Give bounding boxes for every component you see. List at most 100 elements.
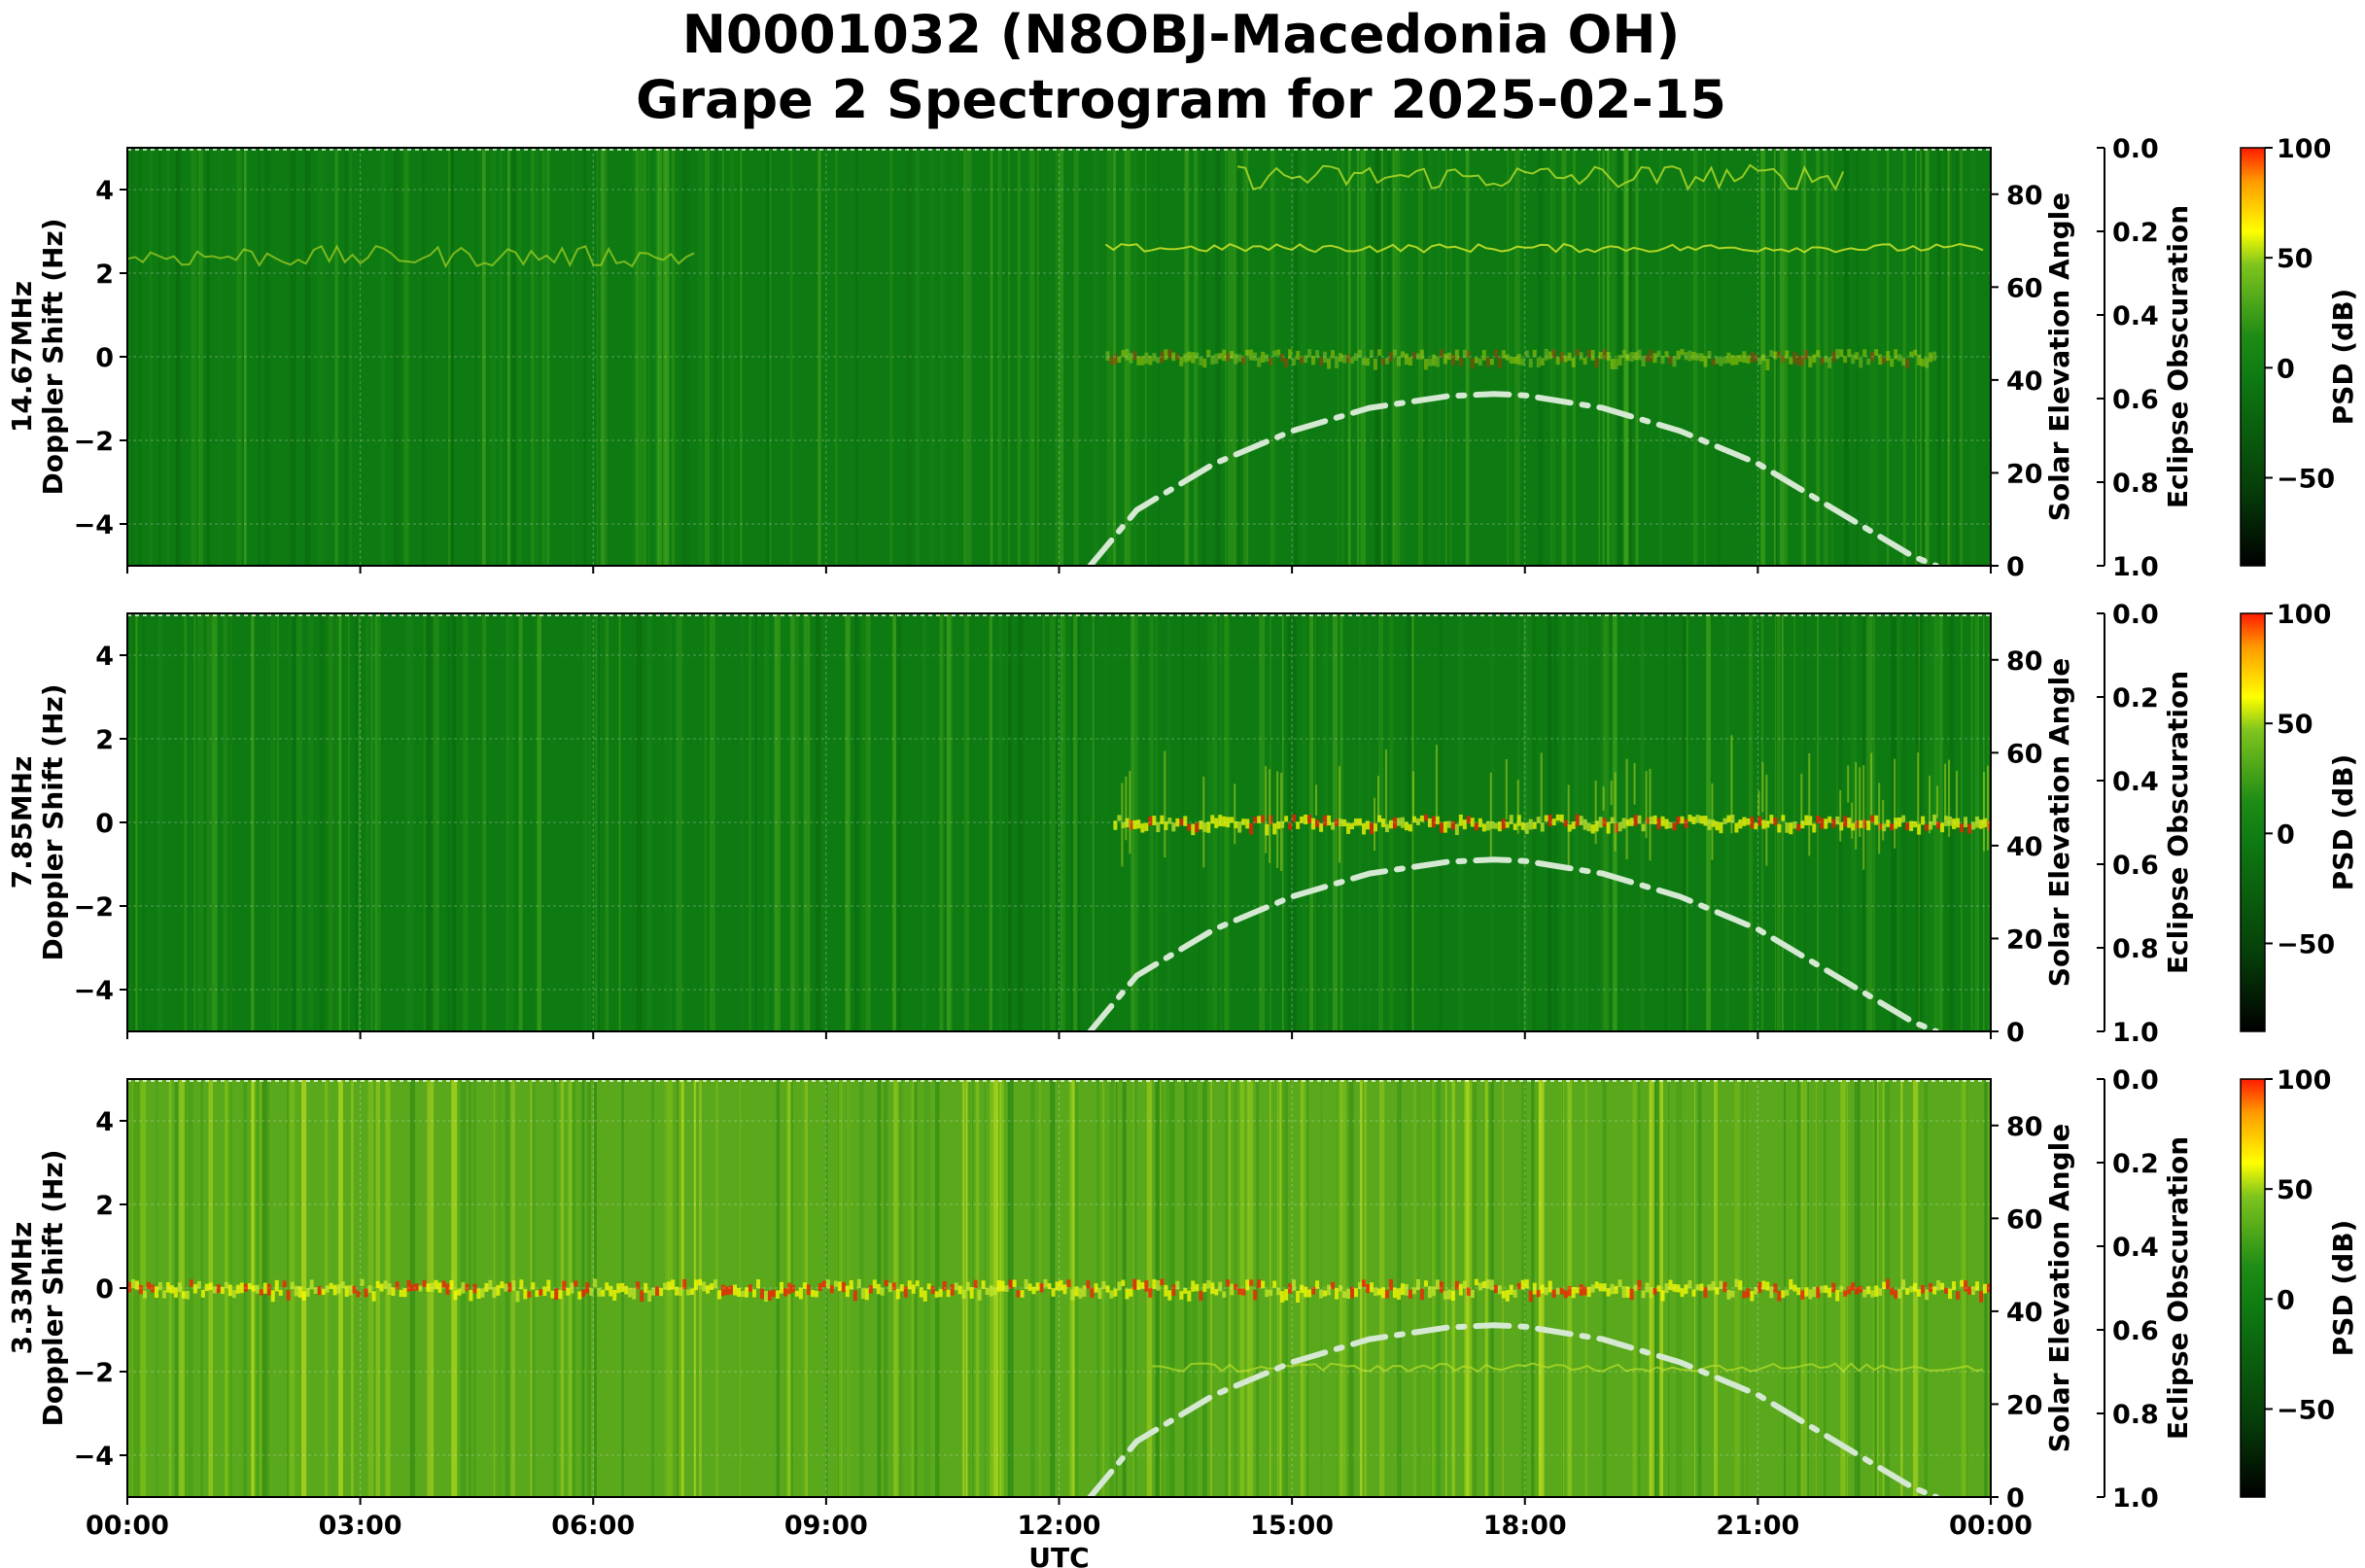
elevation-tick-label: 80 [2006, 181, 2043, 211]
solar-elevation-curve [1087, 1322, 1940, 1497]
x-tick-label: 06:00 [551, 1511, 635, 1541]
obscuration-tick-label: 0.2 [2112, 218, 2159, 248]
colorbar-tick-label: 100 [2277, 600, 2331, 630]
y-tick-label: −2 [74, 892, 114, 923]
solar-elevation-axis-label: Solar Elevation Angle [2043, 1124, 2075, 1452]
x-tick-label: 21:00 [1716, 1511, 1799, 1541]
obscuration-tick-label: 0.6 [2112, 851, 2159, 881]
elevation-tick-label: 20 [2006, 459, 2043, 489]
colorbar-tick-label: 100 [2277, 134, 2331, 164]
colorbar [2240, 1078, 2266, 1498]
colorbar-tick-label: 50 [2277, 244, 2313, 274]
y-tick-label: 2 [95, 1191, 114, 1221]
x-tick-label: 15:00 [1250, 1511, 1334, 1541]
colorbar-tick-label: 0 [2277, 354, 2295, 384]
obscuration-tick-label: 0.0 [2112, 600, 2159, 630]
elevation-tick-label: 40 [2006, 1298, 2043, 1328]
obscuration-tick-label: 0.4 [2112, 301, 2159, 331]
y-tick-label: 4 [95, 176, 114, 206]
colorbar-label: PSD (dB) [2327, 289, 2359, 426]
spectrogram-area [127, 1079, 1991, 1497]
eclipse-obscuration-axis-label: Eclipse Obscuration [2162, 1136, 2194, 1440]
spectrogram-texture [130, 148, 1976, 566]
obscuration-tick-label: 0.6 [2112, 385, 2159, 415]
doppler-side-tracks [1152, 1362, 1984, 1374]
colorbar [2240, 612, 2266, 1032]
x-tick-label: 00:00 [86, 1511, 169, 1541]
obscuration-tick-label: 0.2 [2112, 1149, 2159, 1179]
chart-title-line1: N0001032 (N8OBJ-Macedonia OH) [682, 4, 1681, 65]
chart-title-line2: Grape 2 Spectrogram for 2025-02-15 [636, 69, 1726, 130]
obscuration-tick-label: 0.8 [2112, 1400, 2159, 1430]
y-tick-label: −4 [74, 510, 114, 540]
colorbar [2240, 147, 2266, 567]
solar-elevation-curve [1087, 856, 1940, 1031]
y-tick-label: 4 [95, 1107, 114, 1137]
obscuration-tick-label: 0.6 [2112, 1316, 2159, 1346]
elevation-tick-label: 60 [2006, 273, 2043, 303]
y-tick-label: 2 [95, 725, 114, 755]
colorbar-tick-label: 100 [2277, 1065, 2331, 1096]
x-tick-label: 09:00 [784, 1511, 868, 1541]
gridlines [127, 1079, 1991, 1497]
y-tick-label: 0 [95, 1274, 114, 1305]
elevation-tick-label: 0 [2006, 1018, 2025, 1048]
y-tick-label: −2 [74, 1358, 114, 1388]
obscuration-tick-label: 1.0 [2112, 1018, 2159, 1048]
eclipse-obscuration-axis-label: Eclipse Obscuration [2162, 205, 2194, 508]
doppler-signal-band [127, 1278, 1991, 1303]
panel-7.85MHz: 420−2−47.85MHz Doppler Shift (Hz)80604020… [6, 600, 2359, 1048]
obscuration-tick-label: 0.8 [2112, 934, 2159, 964]
colorbar-tick-label: 50 [2277, 710, 2313, 740]
doppler-side-tracks [127, 163, 1984, 269]
obscuration-tick-label: 0.8 [2112, 469, 2159, 499]
y-axis-label-frequency: 3.33MHz [6, 1222, 38, 1355]
colorbar-tick-label: −50 [2277, 929, 2335, 959]
y-tick-label: −2 [74, 427, 114, 457]
obscuration-tick-label: 0.4 [2112, 767, 2159, 797]
obscuration-tick-label: 1.0 [2112, 552, 2159, 582]
colorbar-label: PSD (dB) [2327, 1220, 2359, 1357]
obscuration-tick-label: 1.0 [2112, 1483, 2159, 1514]
spectrogram-area [127, 148, 1991, 566]
y-axis-label-doppler: Doppler Shift (Hz) [37, 683, 69, 960]
colorbar-tick-label: 50 [2277, 1175, 2313, 1205]
elevation-tick-label: 80 [2006, 1112, 2043, 1142]
y-tick-label: 2 [95, 260, 114, 290]
obscuration-tick-label: 0.2 [2112, 683, 2159, 714]
y-tick-label: −4 [74, 1442, 114, 1472]
y-tick-label: 4 [95, 642, 114, 672]
gridlines [127, 613, 1991, 1031]
y-tick-label: −4 [74, 976, 114, 1006]
gridlines [127, 148, 1991, 566]
panel-14.67MHz: 420−2−414.67MHz Doppler Shift (Hz)8060402… [6, 134, 2359, 582]
doppler-signal-band [1113, 735, 1991, 872]
elevation-tick-label: 20 [2006, 1390, 2043, 1420]
colorbar-tick-label: −50 [2277, 464, 2335, 494]
x-tick-label: 00:00 [1949, 1511, 2033, 1541]
y-axis-label-frequency: 14.67MHz [6, 281, 38, 433]
obscuration-tick-label: 0.4 [2112, 1233, 2159, 1263]
elevation-tick-label: 40 [2006, 366, 2043, 397]
x-tick-label: 03:00 [319, 1511, 402, 1541]
y-tick-label: 0 [95, 809, 114, 839]
panel-3.33MHz: 420−2−43.33MHz Doppler Shift (Hz)80604020… [6, 1065, 2359, 1568]
x-tick-label: 18:00 [1483, 1511, 1567, 1541]
elevation-tick-label: 40 [2006, 832, 2043, 862]
y-axis-label-frequency: 7.85MHz [6, 756, 38, 889]
elevation-tick-label: 60 [2006, 1204, 2043, 1235]
elevation-tick-label: 60 [2006, 739, 2043, 769]
colorbar-tick-label: 0 [2277, 1285, 2295, 1315]
elevation-tick-label: 20 [2006, 924, 2043, 955]
obscuration-tick-label: 0.0 [2112, 134, 2159, 164]
colorbar-tick-label: 0 [2277, 819, 2295, 850]
eclipse-obscuration-axis-label: Eclipse Obscuration [2162, 671, 2194, 974]
x-tick-label: 12:00 [1018, 1511, 1101, 1541]
doppler-signal-band [1105, 348, 1937, 371]
elevation-tick-label: 80 [2006, 646, 2043, 677]
colorbar-label: PSD (dB) [2327, 754, 2359, 891]
solar-elevation-curve [1087, 391, 1940, 566]
y-axis-label-doppler: Doppler Shift (Hz) [37, 218, 69, 495]
spectrogram-area [127, 613, 1991, 1031]
